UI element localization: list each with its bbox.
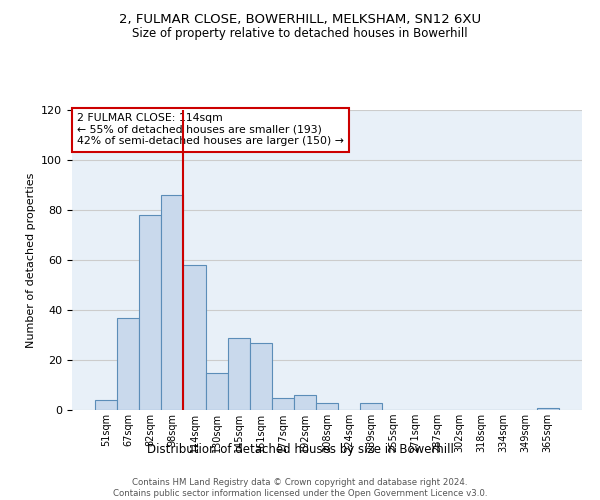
Bar <box>184 265 206 410</box>
Text: Size of property relative to detached houses in Bowerhill: Size of property relative to detached ho… <box>132 28 468 40</box>
Bar <box>316 402 338 410</box>
Bar <box>206 372 227 410</box>
Y-axis label: Number of detached properties: Number of detached properties <box>26 172 35 348</box>
Bar <box>227 338 250 410</box>
Bar <box>360 402 382 410</box>
Bar <box>272 398 294 410</box>
Bar <box>117 318 139 410</box>
Text: Distribution of detached houses by size in Bowerhill: Distribution of detached houses by size … <box>146 442 454 456</box>
Bar <box>161 195 184 410</box>
Bar <box>537 408 559 410</box>
Text: 2 FULMAR CLOSE: 114sqm
← 55% of detached houses are smaller (193)
42% of semi-de: 2 FULMAR CLOSE: 114sqm ← 55% of detached… <box>77 113 344 146</box>
Bar <box>294 395 316 410</box>
Text: 2, FULMAR CLOSE, BOWERHILL, MELKSHAM, SN12 6XU: 2, FULMAR CLOSE, BOWERHILL, MELKSHAM, SN… <box>119 12 481 26</box>
Text: Contains HM Land Registry data © Crown copyright and database right 2024.
Contai: Contains HM Land Registry data © Crown c… <box>113 478 487 498</box>
Bar <box>139 215 161 410</box>
Bar <box>95 400 117 410</box>
Bar <box>250 342 272 410</box>
